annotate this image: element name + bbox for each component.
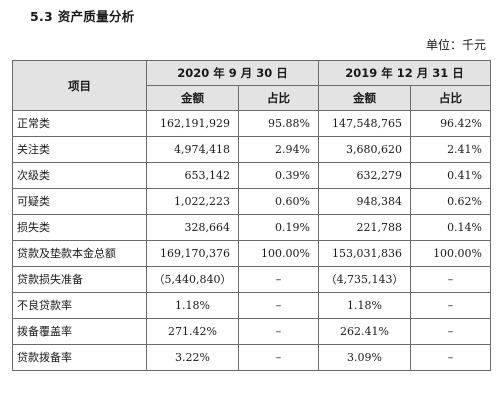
header-row-columns: 金额 占比 金额 占比	[13, 85, 492, 111]
ratio-2020-cell: 0.60%	[238, 188, 319, 215]
amount-2020-cell: 1,022,223	[146, 188, 239, 215]
unit-label: 单位：千元	[425, 38, 486, 52]
row-label: 次级类	[12, 162, 147, 189]
header-row-periods: 项目 2020 年 9 月 30 日 2019 年 12 月 31 日	[12, 60, 492, 111]
ratio-2020-cell: –	[238, 318, 319, 345]
ratio-2020-cell: 95.88%	[238, 110, 319, 137]
period-header-2019: 2019 年 12 月 31 日	[317, 60, 492, 86]
amount-2019-cell: 632,279	[318, 162, 411, 189]
amount-2019-cell: 3,680,620	[318, 136, 411, 163]
row-label: 不良贷款率	[12, 292, 147, 319]
table-row: 正常类 162,191,929 95.88% 147,548,765 96.42%	[12, 110, 492, 137]
ratio-2019-cell: –	[409, 266, 492, 293]
amount-2019-cell: 3.09%	[318, 344, 411, 371]
amount-2020-cell: 162,191,929	[146, 110, 239, 137]
table-row: 不良贷款率 1.18% –1.18% –	[12, 292, 492, 319]
ratio-2020-cell: 0.39%	[238, 162, 319, 189]
amount-2020-cell: 653,142	[146, 162, 239, 189]
amount-2019-cell: 262.41%	[318, 318, 411, 345]
table-row: 贷款及垫款本金总额 169,170,376 100.00% 153,031,836 10…	[12, 240, 492, 267]
amount-2019-cell: 153,031,836	[318, 240, 411, 267]
table-row: 关注类 4,974,418 2.94% 3,680,620 2.41%	[12, 136, 492, 163]
table-row: 贷款损失准备 （5,440,840） – （4,735,143） –	[12, 266, 492, 293]
row-label: 可疑类	[12, 188, 147, 215]
ratio-2019-cell: 2.41%	[409, 136, 492, 163]
amount-2020-cell: 4,974,418	[146, 136, 239, 163]
ratio-2020-cell: –	[238, 266, 319, 293]
item-header: 项目	[12, 60, 147, 111]
ratio-2019-cell: 0.41%	[409, 162, 492, 189]
amount-2019-cell: （4,735,143）	[318, 266, 411, 293]
row-label: 贷款损失准备	[12, 266, 147, 293]
amount-2020-cell: 328,664	[146, 214, 239, 241]
amount-2020-cell: 1.18%	[146, 292, 239, 319]
amount-header-2020: 金额	[146, 85, 239, 111]
ratio-2019-cell: –	[409, 344, 492, 371]
table-row: 拨备覆盖率 271.42% –262.41% –	[12, 318, 492, 345]
ratio-2020-cell: 2.94%	[238, 136, 319, 163]
ratio-2019-cell: –	[409, 318, 492, 345]
amount-2019-cell: 1.18%	[318, 292, 411, 319]
amount-2019-cell: 147,548,765	[318, 110, 411, 137]
ratio-2020-cell: –	[238, 344, 319, 371]
ratio-2019-cell: 100.00%	[409, 240, 492, 267]
ratio-2020-cell: 100.00%	[238, 240, 319, 267]
section-title: 5.3 资产质量分析	[30, 9, 135, 24]
amount-2020-cell: （5,440,840）	[146, 266, 239, 293]
row-label: 关注类	[12, 136, 147, 163]
table-body: 正常类 162,191,929 95.88% 147,548,765 96.42% 关注类…	[12, 110, 492, 371]
amount-2019-cell: 948,384	[318, 188, 411, 215]
ratio-2020-cell: 0.19%	[238, 214, 319, 241]
row-label: 损失类	[12, 214, 147, 241]
amount-2020-cell: 271.42%	[146, 318, 239, 345]
period-header-2020: 2020 年 9 月 30 日	[146, 60, 319, 86]
ratio-2019-cell: 0.62%	[409, 188, 492, 215]
row-label: 贷款及垫款本金总额	[12, 240, 147, 267]
ratio-header-2019: 占比	[409, 85, 492, 111]
amount-2020-cell: 3.22%	[146, 344, 239, 371]
ratio-2019-cell: 0.14%	[409, 214, 492, 241]
ratio-2019-cell: 96.42%	[409, 110, 492, 137]
amount-header-2019: 金额	[318, 85, 411, 111]
table-row: 可疑类 1,022,223 0.60% 948,384 0.62%	[12, 188, 492, 215]
ratio-header-2020: 占比	[238, 85, 319, 111]
table-row: 损失类 328,664 0.19% 221,788 0.14%	[12, 214, 492, 241]
row-label: 正常类	[12, 110, 147, 137]
asset-quality-table: 项目 2020 年 9 月 30 日 2019 年 12 月 31 日 金额 占…	[12, 60, 492, 371]
row-label: 贷款拨备率	[12, 344, 147, 371]
amount-2019-cell: 221,788	[318, 214, 411, 241]
table-row: 贷款拨备率 3.22% –3.09% –	[12, 344, 492, 371]
row-label: 拨备覆盖率	[12, 318, 147, 345]
ratio-2019-cell: –	[409, 292, 492, 319]
amount-2020-cell: 169,170,376	[146, 240, 239, 267]
ratio-2020-cell: –	[238, 292, 319, 319]
table-row: 次级类 653,142 0.39% 632,279 0.41%	[12, 162, 492, 189]
